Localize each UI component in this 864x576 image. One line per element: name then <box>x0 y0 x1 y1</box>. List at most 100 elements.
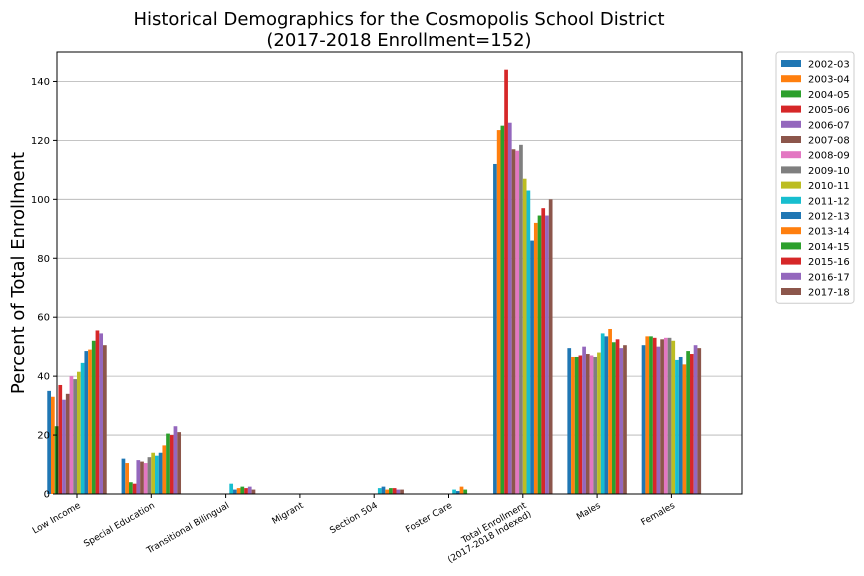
x-tick-label-line: Males <box>575 501 603 523</box>
bar <box>585 354 590 494</box>
legend-label: 2005-06 <box>808 105 850 116</box>
bar <box>582 346 586 494</box>
bar <box>140 461 144 494</box>
bar <box>511 149 516 495</box>
y-tick-label: 140 <box>31 77 50 88</box>
bar <box>600 333 605 494</box>
x-axis: Low Income Special EducationTransitional … <box>31 494 677 566</box>
bar <box>392 488 397 494</box>
bar <box>526 190 531 494</box>
bar <box>73 379 77 494</box>
x-tick-label: Special Education <box>82 501 156 550</box>
bar <box>99 333 104 494</box>
legend: 2002-03 2003-04 2004-05 2005-06 2006-07 2007-… <box>775 51 855 304</box>
bar <box>177 432 182 494</box>
bar <box>80 362 85 494</box>
legend-label: 2007-08 <box>808 136 850 147</box>
bar <box>678 356 683 494</box>
bar <box>103 345 107 494</box>
bar <box>504 69 508 495</box>
x-tick-label: Total Enrollment(2017-2018 Indexed) <box>441 501 533 566</box>
legend-label: 2016-17 <box>808 272 850 283</box>
bar <box>132 483 137 494</box>
legend-swatch <box>781 75 801 83</box>
bar <box>545 215 549 495</box>
y-tick-label: 120 <box>31 136 50 147</box>
legend-swatch <box>781 242 801 250</box>
bar <box>574 356 579 494</box>
bar <box>147 457 152 494</box>
bar <box>537 215 542 495</box>
chart-title: Historical Demographics for the Cosmopol… <box>133 9 664 30</box>
bar <box>389 488 393 494</box>
bar <box>377 488 382 494</box>
bar <box>173 426 178 494</box>
legend-swatch <box>781 272 801 280</box>
bar <box>496 130 501 494</box>
bar <box>136 460 141 494</box>
x-tick-label: Foster Care <box>404 501 454 536</box>
bar <box>69 376 74 494</box>
bar <box>675 359 679 494</box>
legend-label: 2008-09 <box>808 151 850 162</box>
legend-swatch <box>781 151 801 159</box>
bar <box>58 384 63 494</box>
legend-swatch <box>781 227 801 235</box>
bar <box>143 463 148 494</box>
bar <box>567 348 572 494</box>
bar <box>381 486 386 494</box>
bar <box>247 486 252 494</box>
bar <box>47 390 51 494</box>
bar <box>91 340 96 494</box>
bar <box>162 445 167 494</box>
bar <box>615 339 620 494</box>
bar <box>493 163 497 494</box>
bar <box>667 337 672 494</box>
chart-subtitle: (2017-2018 Enrollment=152) <box>266 30 531 51</box>
bar <box>50 396 55 494</box>
legend-swatch <box>781 90 801 98</box>
bar <box>697 348 702 494</box>
legend-label: 2004-05 <box>808 90 850 101</box>
bar <box>65 393 70 494</box>
bar <box>645 336 650 494</box>
bar <box>608 328 612 494</box>
bar <box>88 349 92 494</box>
bar <box>652 337 657 494</box>
bar <box>121 458 126 494</box>
legend-box <box>775 51 855 304</box>
bar <box>604 336 609 494</box>
legend-swatch <box>781 181 801 189</box>
y-axis-label: Percent of Total Enrollment <box>8 152 29 394</box>
legend-swatch <box>781 212 801 219</box>
x-tick-label: Section 504 <box>328 501 380 537</box>
legend-label: 2014-15 <box>808 242 850 253</box>
bar <box>233 489 237 494</box>
y-tick-label: 20 <box>37 431 50 442</box>
y-tick-label: 80 <box>37 254 50 265</box>
legend-label: 2006-07 <box>808 120 850 131</box>
bar <box>515 150 520 495</box>
legend-label: 2011-12 <box>808 196 850 207</box>
x-tick-label-line: Special Education <box>82 501 156 550</box>
bar <box>251 489 256 494</box>
bar <box>385 489 390 494</box>
gridlines <box>57 81 742 495</box>
y-axis: 0 20 40 60 80 100 120 140 <box>31 77 57 501</box>
bar <box>693 345 698 494</box>
legend-swatch <box>781 60 801 67</box>
legend-label: 2010-11 <box>808 181 850 192</box>
bar <box>459 486 464 494</box>
plot-area <box>56 51 743 495</box>
bar <box>129 482 133 494</box>
bar <box>671 340 676 494</box>
legend-label: 2009-10 <box>808 166 850 177</box>
bar <box>541 208 546 494</box>
bar <box>84 351 89 494</box>
bar <box>522 178 527 494</box>
bars <box>47 69 702 495</box>
bar <box>125 463 130 494</box>
bar <box>623 345 627 494</box>
legend-swatch <box>781 166 801 174</box>
legend-label: 2002-03 <box>808 60 850 71</box>
